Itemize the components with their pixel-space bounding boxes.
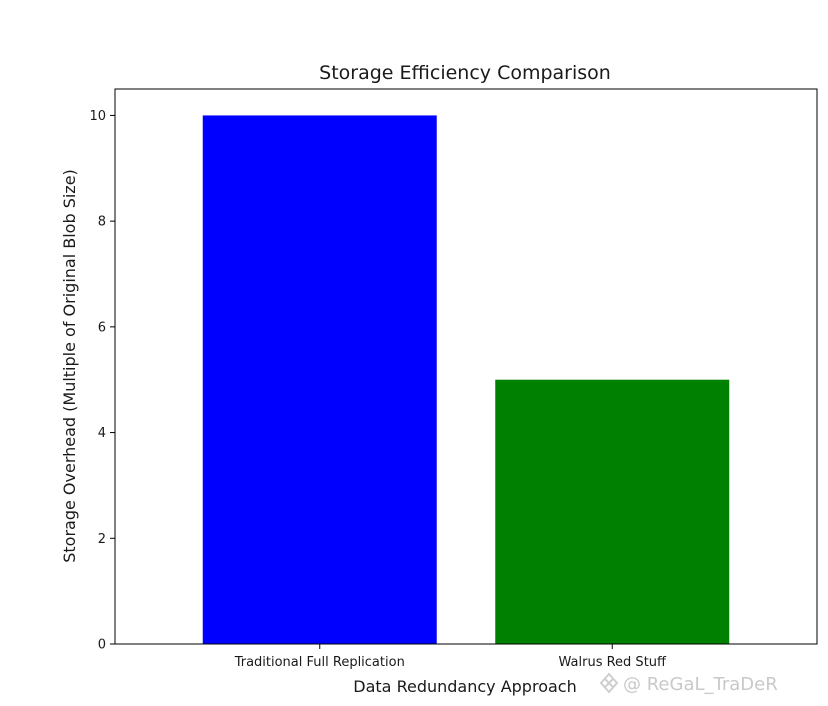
plot-frame (114, 88, 818, 645)
y-tick-label-4: 4 (98, 426, 106, 441)
x-tick-label-1: Walrus Red Stuff (559, 655, 668, 670)
watermark: @ ReGaL_TraDeR (599, 672, 778, 695)
bar-0 (202, 115, 437, 644)
y-tick-label-8: 8 (98, 215, 106, 230)
y-tick-label-6: 6 (98, 320, 106, 335)
x-axis-ticks: Traditional Full Replication Walrus Red S… (234, 644, 667, 670)
y-axis-label: Storage Overhead (Multiple of Original B… (60, 169, 79, 563)
x-tick-label-0: Traditional Full Replication (234, 655, 405, 670)
y-tick-label-0: 0 (98, 638, 106, 653)
y-axis-ticks: 0 2 4 6 8 10 (89, 109, 115, 653)
chart-title: Storage Efficiency Comparison (319, 62, 611, 84)
y-tick-label-2: 2 (98, 532, 106, 547)
x-axis-label: Data Redundancy Approach (353, 677, 576, 696)
y-tick-label-10: 10 (89, 109, 106, 124)
fluid-logo-icon (599, 672, 619, 694)
watermark-text: @ ReGaL_TraDeR (623, 674, 778, 695)
bar-1 (495, 379, 730, 644)
bars-group (202, 115, 730, 644)
